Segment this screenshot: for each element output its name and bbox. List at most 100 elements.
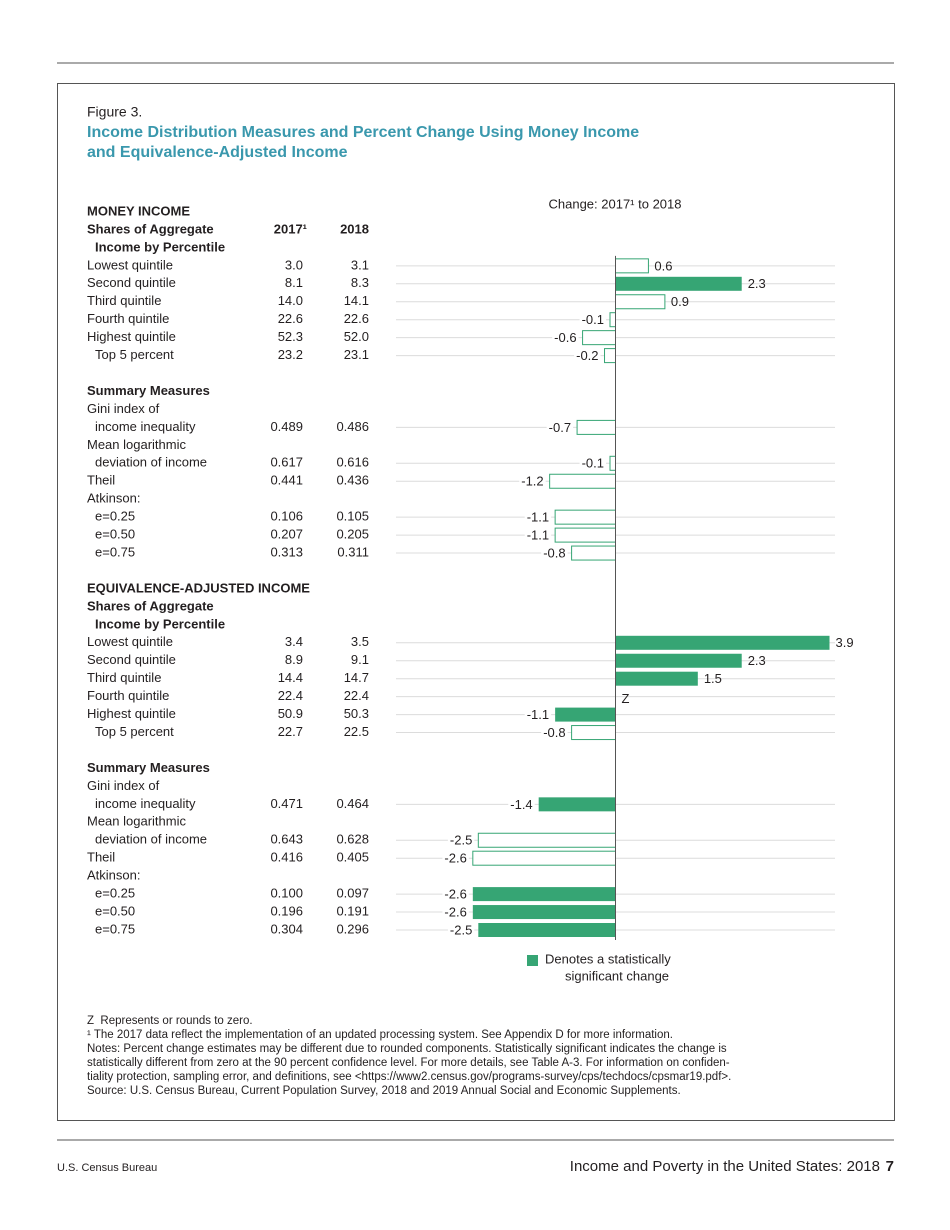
value-label: -1.1 xyxy=(527,510,549,525)
value-label: -0.1 xyxy=(582,312,604,327)
bar xyxy=(609,455,617,471)
table-cell: 0.196 xyxy=(270,903,303,918)
value-label: -1.4 xyxy=(510,797,532,812)
label-bg xyxy=(546,419,574,435)
table-cell: 22.6 xyxy=(278,311,303,326)
table-cell: 0.304 xyxy=(270,921,303,936)
table-cell: 0.643 xyxy=(270,832,303,847)
label-bg xyxy=(447,832,475,848)
table-cell: 52.3 xyxy=(278,329,303,344)
table-cell: 23.2 xyxy=(278,347,303,362)
column-header: 2018 xyxy=(340,221,369,236)
row-label: e=0.25 xyxy=(95,886,135,901)
row-label: e=0.50 xyxy=(95,527,135,542)
row-label: Second quintile xyxy=(87,652,176,667)
note: tiality protection, sampling error, and … xyxy=(87,1071,731,1083)
value-label: 0.6 xyxy=(654,258,672,273)
table-cell: 52.0 xyxy=(344,329,369,344)
figure-title: Income Distribution Measures and Percent… xyxy=(87,124,639,141)
row-label: income inequality xyxy=(95,419,196,434)
table-cell: 0.311 xyxy=(337,544,369,559)
row-label: Lowest quintile xyxy=(87,634,173,649)
bar xyxy=(571,725,616,741)
row-label: Second quintile xyxy=(87,275,176,290)
row-label: Gini index of xyxy=(87,778,160,793)
value-label: -0.8 xyxy=(543,725,565,740)
row-label: Third quintile xyxy=(87,670,161,685)
figure-frame xyxy=(57,83,895,1121)
row-label: Mean logarithmic xyxy=(87,437,186,452)
label-bg xyxy=(524,707,552,723)
value-label: -1.1 xyxy=(527,707,549,722)
row-label: Atkinson: xyxy=(87,868,140,883)
label-bg xyxy=(442,904,469,920)
table-cell: 0.628 xyxy=(336,832,369,847)
table-cell: 22.4 xyxy=(278,688,303,703)
row-label: Atkinson: xyxy=(87,491,140,506)
table-cell: 23.1 xyxy=(344,347,369,362)
row-label: Top 5 percent xyxy=(95,724,174,739)
value-label: 3.9 xyxy=(836,635,854,650)
label-bg xyxy=(579,455,607,471)
note: Z Represents or rounds to zero. xyxy=(87,1015,253,1027)
value-label: Z xyxy=(622,691,630,706)
label-bg xyxy=(579,312,607,328)
row-label: Fourth quintile xyxy=(87,311,169,326)
row-heading: EQUIVALENCE-ADJUSTED INCOME xyxy=(87,580,310,595)
row-label: income inequality xyxy=(95,796,196,811)
row-label: Top 5 percent xyxy=(95,347,174,362)
value-label: -0.7 xyxy=(549,420,571,435)
label-bg xyxy=(541,545,568,561)
table-cell: 0.489 xyxy=(270,419,303,434)
row-label: Highest quintile xyxy=(87,329,176,344)
value-label: -0.6 xyxy=(554,330,576,345)
value-label: 0.9 xyxy=(671,294,689,309)
row-label: e=0.75 xyxy=(95,921,135,936)
chart-title: Change: 2017¹ to 2018 xyxy=(549,196,682,211)
table-cell: 14.7 xyxy=(344,670,369,685)
footer-title: Income and Poverty in the United States:… xyxy=(570,1158,880,1175)
bar xyxy=(549,473,617,489)
figure-title: and Equivalence-Adjusted Income xyxy=(87,144,348,161)
table-cell: 22.7 xyxy=(278,724,303,739)
row-heading: Shares of Aggregate xyxy=(87,598,214,613)
table-cell: 3.1 xyxy=(351,257,369,272)
row-label: e=0.75 xyxy=(95,544,135,559)
bar xyxy=(554,509,617,525)
table-cell: 3.0 xyxy=(285,257,303,272)
value-label: -2.5 xyxy=(450,833,472,848)
table-cell: 22.5 xyxy=(344,724,369,739)
label-bg xyxy=(574,348,601,364)
label-bg xyxy=(447,922,475,938)
label-bg xyxy=(524,509,552,525)
row-label: Mean logarithmic xyxy=(87,814,186,829)
bar xyxy=(576,419,617,435)
row-label: Third quintile xyxy=(87,293,161,308)
bar xyxy=(478,923,616,937)
bar xyxy=(615,653,742,668)
row-label: e=0.50 xyxy=(95,903,135,918)
table-cell: 0.205 xyxy=(336,527,369,542)
bar xyxy=(615,276,742,291)
table-cell: 0.616 xyxy=(336,455,369,470)
label-bg xyxy=(524,527,552,543)
table-cell: 0.405 xyxy=(336,850,369,865)
bar xyxy=(604,348,617,364)
bar xyxy=(615,671,698,686)
figure-label: Figure 3. xyxy=(87,104,142,120)
table-cell: 0.436 xyxy=(336,473,369,488)
table-cell: 0.313 xyxy=(270,544,303,559)
footer-source: U.S. Census Bureau xyxy=(57,1162,157,1174)
note: ¹ The 2017 data reflect the implementati… xyxy=(87,1029,673,1041)
bar xyxy=(615,258,649,274)
value-label: -2.6 xyxy=(444,887,466,902)
label-bg xyxy=(552,330,579,346)
value-label: 2.3 xyxy=(748,276,766,291)
column-header: 2017¹ xyxy=(274,221,307,236)
label-bg xyxy=(519,473,546,489)
value-label: 2.3 xyxy=(748,653,766,668)
note: statistically different from zero at the… xyxy=(87,1057,730,1069)
legend-swatch xyxy=(527,955,538,966)
